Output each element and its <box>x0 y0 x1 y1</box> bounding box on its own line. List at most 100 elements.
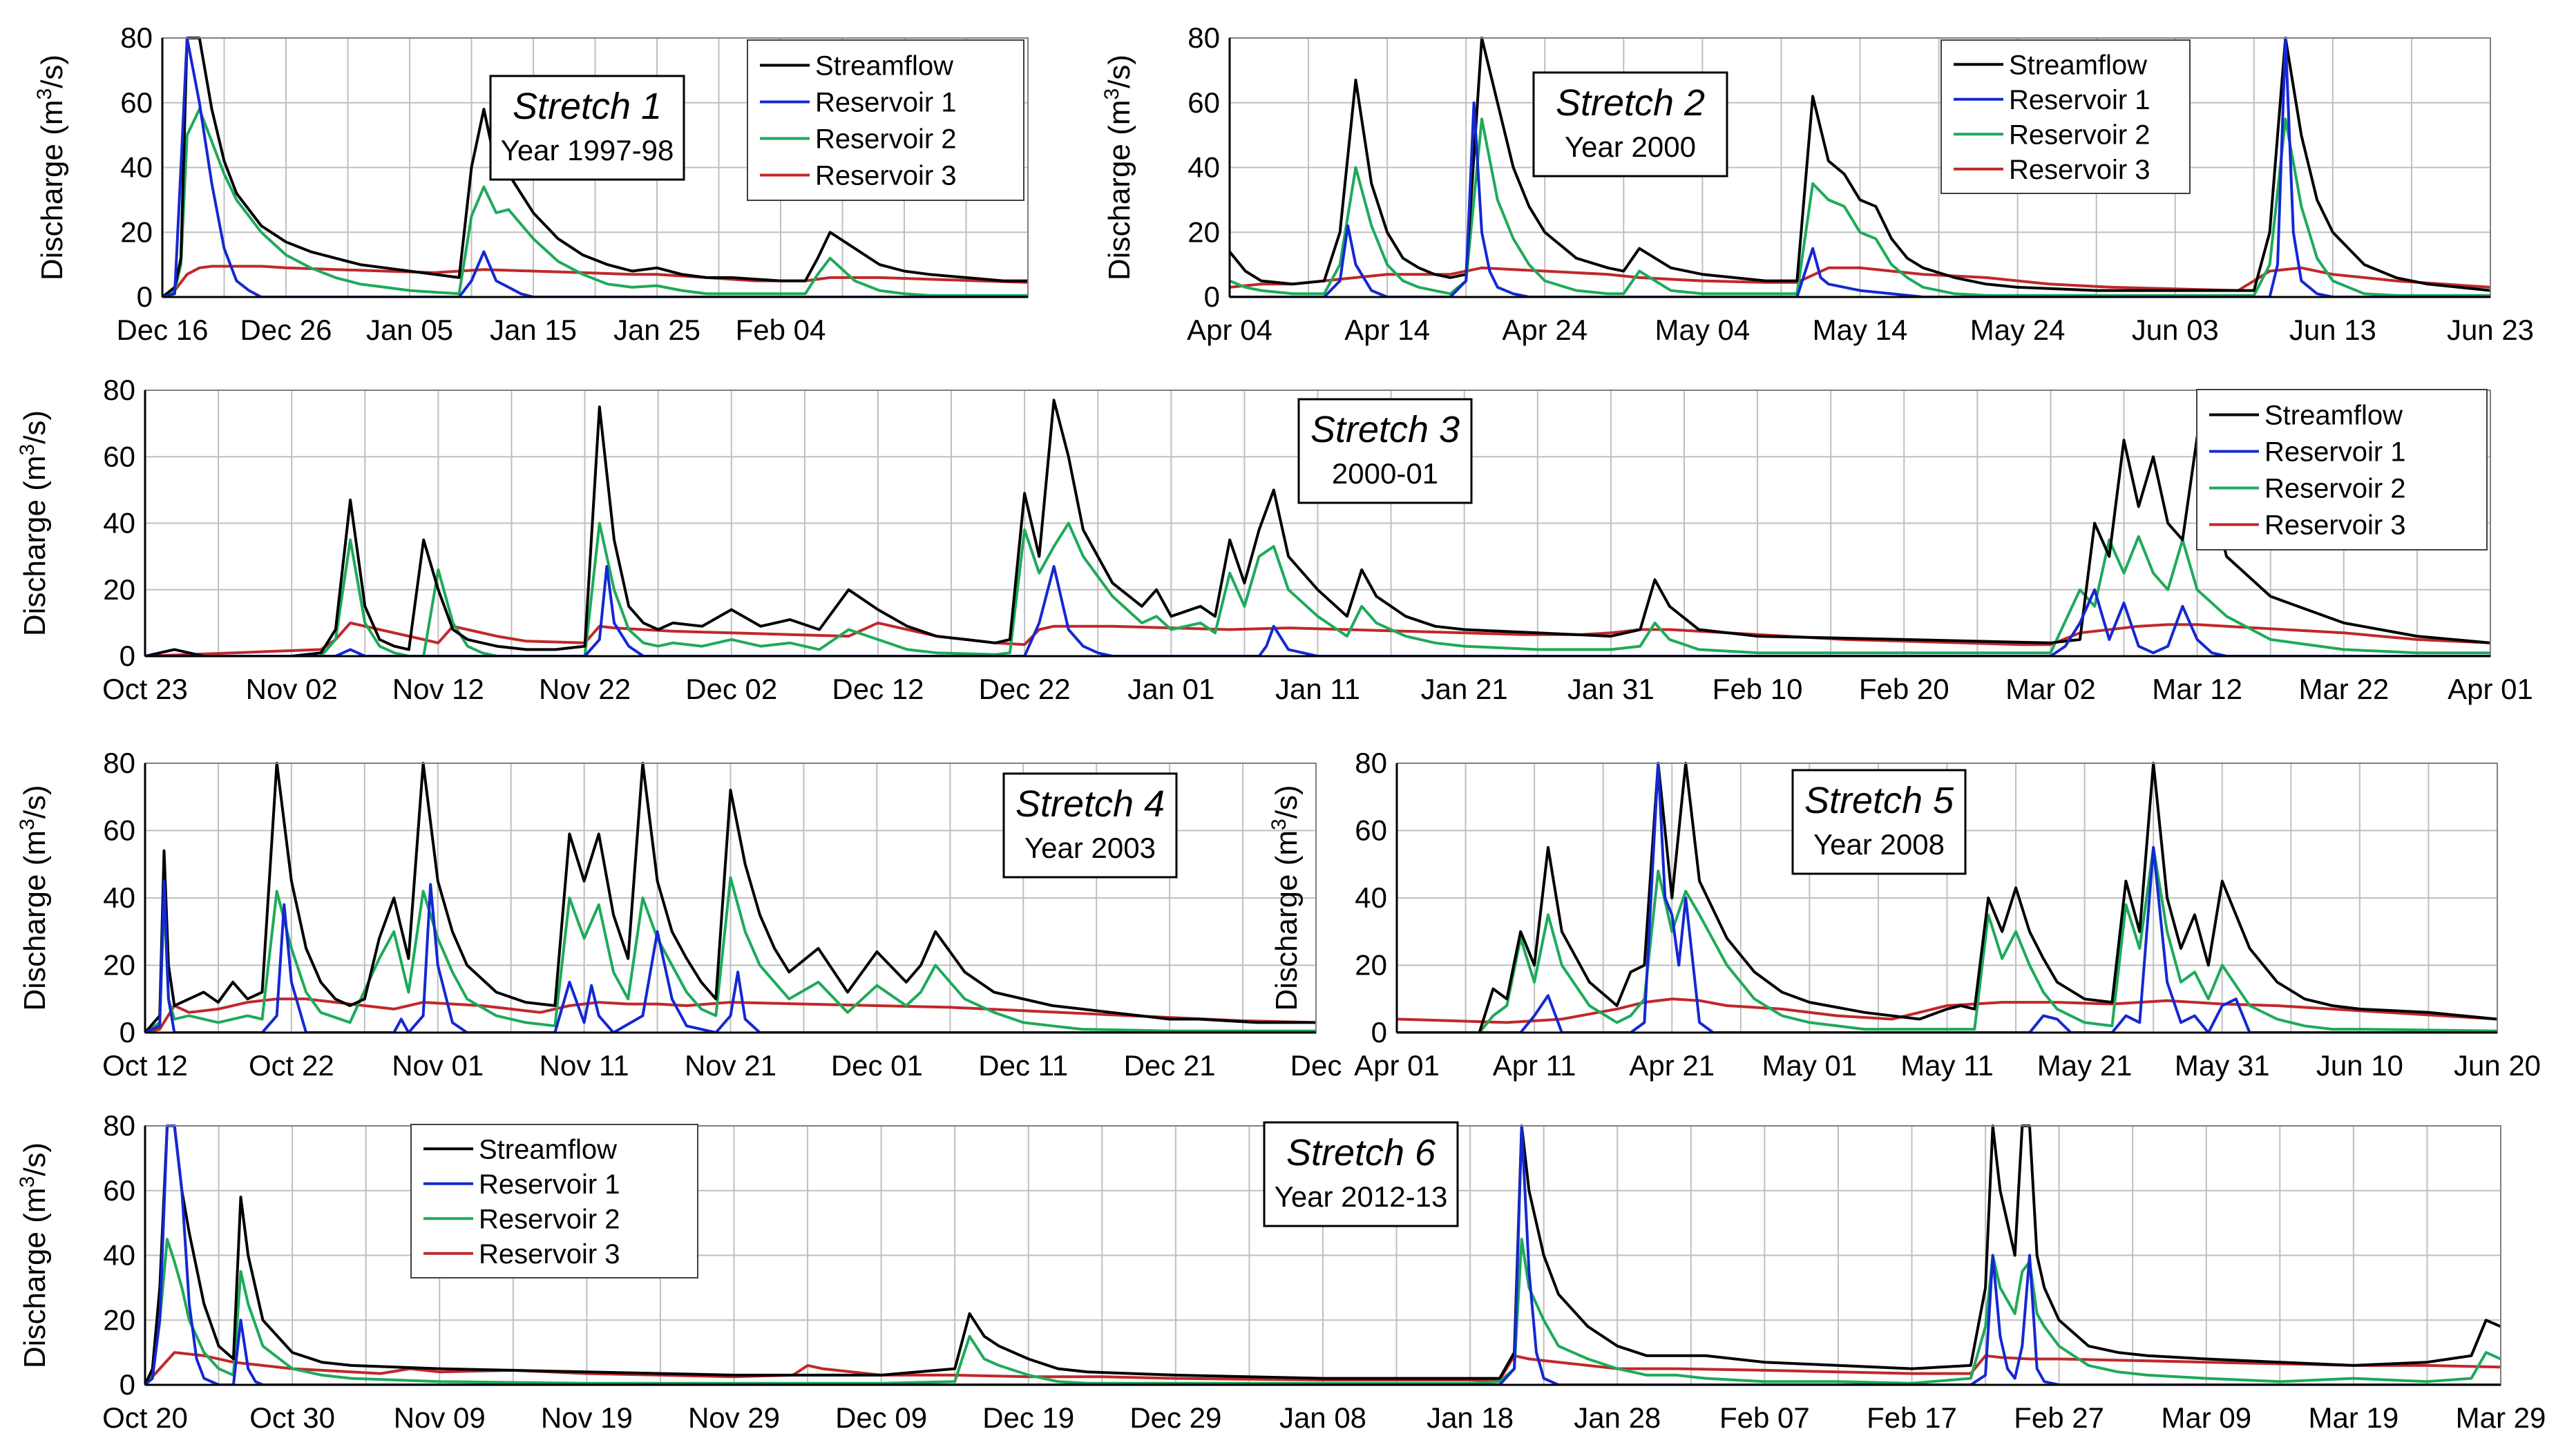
y-tick-label: 0 <box>137 280 153 313</box>
x-tick-label: May 14 <box>1813 314 1908 346</box>
x-tick-label: Dec 22 <box>979 673 1071 705</box>
y-tick-label: 0 <box>1204 280 1220 313</box>
chart-panel-3: 0 20 40 60 80 Oct 23 Nov 02 Nov 12 Nov 22 Dec 02 D… <box>16 374 2533 705</box>
x-tick-label: May 04 <box>1655 314 1751 346</box>
x-tick-label: Nov 01 <box>392 1049 484 1082</box>
legend: Streamflow Reservoir 1 Reservoir 2 Reservoi… <box>747 39 1024 201</box>
y-axis-title: Discharge (m3/s) <box>16 1142 52 1368</box>
series-line-reservoir-3 <box>1230 266 2490 292</box>
title-box-border <box>1297 398 1473 504</box>
y-axis-title-main: Discharge (m <box>18 1187 52 1368</box>
x-tick-label: May 31 <box>2175 1049 2270 1082</box>
y-tick-label: 60 <box>1188 86 1220 119</box>
x-tick-label: Jan 28 <box>1574 1401 1661 1434</box>
y-tick-label: 80 <box>103 1109 135 1142</box>
series-line-streamflow <box>145 762 1316 1033</box>
x-tick-label: Feb 10 <box>1713 673 1803 705</box>
y-tick-label: 80 <box>120 21 153 54</box>
y-axis-title-end: /s) <box>18 410 52 444</box>
y-tick-label: 60 <box>1355 814 1387 847</box>
y-axis-title: Discharge (m3/s) <box>1100 55 1136 280</box>
series-line-reservoir-2 <box>162 108 1028 297</box>
y-tick-label: 60 <box>103 440 135 472</box>
y-axis-title-sup: 3 <box>1100 88 1123 100</box>
y-axis-title-main: Discharge (m <box>1103 99 1136 280</box>
series-line-reservoir-1 <box>1397 762 2497 1033</box>
x-tick-label: Jun 03 <box>2132 314 2219 346</box>
legend-label: Reservoir 2 <box>479 1204 620 1234</box>
series-line-reservoir-2 <box>145 521 2490 656</box>
x-tick-label: Jan 21 <box>1421 673 1508 705</box>
y-axis-title-end: /s) <box>18 1142 52 1176</box>
legend-label: Reservoir 3 <box>479 1239 620 1270</box>
y-tick-label: 80 <box>103 374 135 406</box>
chart-subtitle: Year 2003 <box>1024 832 1156 864</box>
series-line-streamflow <box>145 399 2490 656</box>
chart-subtitle: Year 2012-13 <box>1275 1180 1448 1213</box>
legend-label: Reservoir 3 <box>815 161 957 191</box>
title-box-border <box>1263 1121 1459 1227</box>
series-line-streamflow <box>1230 37 2490 292</box>
chart-title: Stretch 2 <box>1556 82 1705 124</box>
x-tick-label: Feb 07 <box>1719 1401 1810 1434</box>
x-tick-label: Dec 02 <box>685 673 777 705</box>
x-tick-label: Jan 11 <box>1275 673 1360 705</box>
legend-label: Reservoir 1 <box>479 1169 620 1200</box>
chart-subtitle: Year 1997-98 <box>501 134 674 166</box>
x-tick-label: May 21 <box>2037 1049 2133 1082</box>
y-tick-label: 80 <box>1355 747 1387 779</box>
legend-label: Reservoir 2 <box>815 124 957 155</box>
chart-title: Stretch 5 <box>1804 780 1954 821</box>
x-tick-label: Jan 18 <box>1427 1401 1514 1434</box>
x-tick-label: Mar 09 <box>2161 1401 2251 1434</box>
x-tick-label: Dec <box>1290 1049 1342 1082</box>
x-tick-label: Nov 21 <box>685 1049 776 1082</box>
chart-title-box: Stretch 2 Year 2000 <box>1532 71 1728 178</box>
x-tick-label: Apr 24 <box>1502 314 1587 346</box>
y-tick-label: 0 <box>120 1016 135 1048</box>
x-tick-label: Jun 13 <box>2289 314 2376 346</box>
x-tick-label: Dec 12 <box>832 673 924 705</box>
title-box-border <box>1791 769 1967 875</box>
x-tick-label: Dec 21 <box>1124 1049 1216 1082</box>
y-tick-label: 80 <box>103 747 135 779</box>
x-tick-label: Apr 01 <box>1354 1049 1440 1082</box>
y-tick-label: 40 <box>1355 881 1387 914</box>
x-tick-label: May 11 <box>1900 1049 1994 1082</box>
legend-label: Reservoir 2 <box>2009 119 2150 150</box>
series-line-reservoir-2 <box>145 1238 2501 1385</box>
y-axis-title-main: Discharge (m <box>18 830 52 1011</box>
chart-panel-2: 0 20 40 60 80 Apr 04 Apr 14 Apr 24 May 04 May 14 M… <box>1100 21 2534 346</box>
x-tick-label: Dec 29 <box>1129 1401 1221 1434</box>
x-tick-label: Dec 01 <box>831 1049 923 1082</box>
x-tick-label: Mar 12 <box>2152 673 2242 705</box>
x-tick-label: Dec 16 <box>116 314 208 346</box>
chart-subtitle: Year 2000 <box>1565 131 1696 163</box>
y-tick-label: 20 <box>120 215 153 248</box>
y-tick-label: 40 <box>103 507 135 539</box>
legend-label: Reservoir 3 <box>2264 510 2406 541</box>
x-tick-label: Jun 20 <box>2454 1049 2541 1082</box>
y-axis-title-end: /s) <box>35 55 69 88</box>
y-axis-title-end: /s) <box>1270 785 1304 818</box>
y-tick-label: 20 <box>1188 215 1220 248</box>
x-tick-label: Dec 26 <box>240 314 332 346</box>
x-tick-label: Oct 30 <box>249 1401 335 1434</box>
legend-label: Streamflow <box>815 51 953 82</box>
legend-label: Reservoir 1 <box>2264 437 2406 468</box>
series-line-reservoir-2 <box>1397 845 2497 1033</box>
x-tick-label: Nov 29 <box>688 1401 780 1434</box>
series-line-reservoir-2 <box>1230 117 2490 297</box>
x-tick-label: Jan 08 <box>1279 1401 1366 1434</box>
x-tick-label: Mar 22 <box>2298 673 2389 705</box>
y-tick-label: 60 <box>103 814 135 847</box>
legend-label: Reservoir 3 <box>2009 155 2150 185</box>
x-tick-label: Nov 11 <box>540 1049 629 1082</box>
y-axis-title: Discharge (m3/s) <box>1268 785 1304 1010</box>
x-tick-label: Jan 01 <box>1127 673 1214 705</box>
legend: Streamflow Reservoir 1 Reservoir 2 Reservoi… <box>2196 389 2488 550</box>
y-tick-label: 60 <box>120 86 153 119</box>
legend-label: Reservoir 1 <box>815 88 957 118</box>
chart-subtitle: Year 2008 <box>1813 828 1945 861</box>
